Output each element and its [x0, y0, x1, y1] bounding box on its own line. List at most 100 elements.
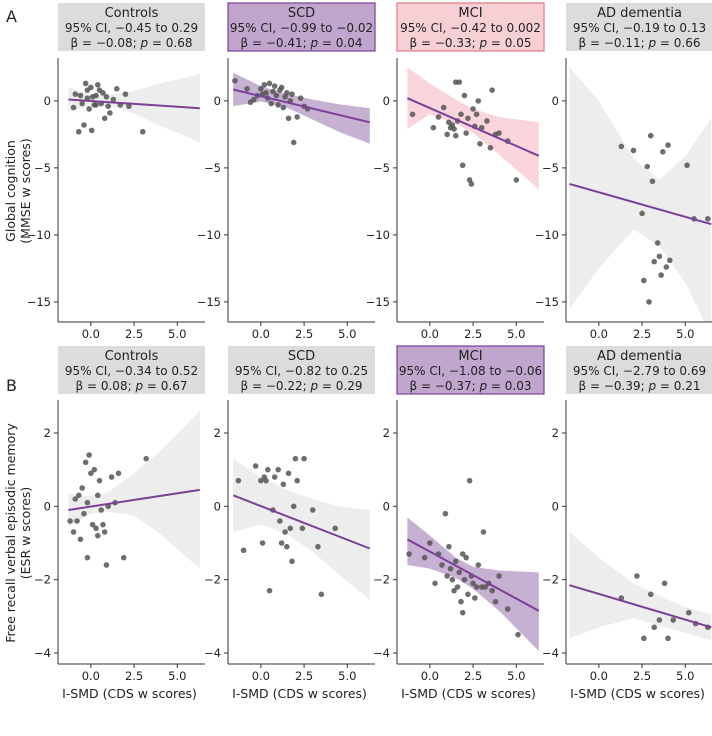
data-point-25 [484, 118, 490, 124]
data-point-17 [461, 576, 468, 583]
data-point-8 [263, 90, 269, 96]
p-value-text: = 0.05 [487, 36, 531, 50]
data-point-1 [70, 529, 77, 535]
data-point-10 [271, 474, 278, 480]
panel-title: SCD [288, 349, 315, 364]
data-point-17 [98, 507, 105, 513]
p-value-text: = 0.03 [487, 379, 531, 393]
data-point-22 [108, 474, 115, 480]
data-point-5 [77, 536, 84, 543]
data-point-22 [470, 580, 476, 587]
row-a-ylabel-line1: Global cognition [3, 140, 18, 242]
data-point-1 [72, 91, 79, 97]
confidence-band [68, 74, 200, 143]
beta-text: β = −0.11; [578, 36, 648, 50]
data-point-1 [421, 554, 428, 561]
x-axis-label: I-SMD (CDS w scores) [62, 686, 197, 701]
data-point-17 [465, 115, 471, 122]
x-tick-label: 5.0 [507, 327, 525, 341]
plot-area [68, 74, 200, 143]
data-point-4 [259, 540, 266, 546]
data-point-24 [301, 455, 307, 462]
y-tick-label: 0 [383, 94, 390, 108]
stat-text: β = −0.22; p = 0.29 [240, 379, 362, 393]
panel-title: AD dementia [597, 349, 682, 364]
data-point-4 [651, 624, 657, 631]
data-point-1 [244, 86, 250, 92]
data-point-12 [277, 518, 283, 524]
confidence-band [233, 72, 370, 144]
data-point-10 [453, 132, 459, 139]
p-value-text: = 0.67 [143, 379, 187, 393]
data-point-10 [88, 127, 95, 134]
y-tick-label: 2 [552, 426, 559, 440]
p-symbol: p [647, 36, 656, 50]
data-point-15 [94, 532, 101, 539]
strip-header [396, 2, 545, 52]
data-point-2 [252, 463, 259, 469]
beta-text: β = 0.08; [76, 379, 136, 393]
data-point-23 [472, 595, 478, 601]
data-point-7 [261, 82, 268, 88]
x-tick-label: 0.0 [421, 669, 439, 683]
y-tick-label: 0 [44, 499, 51, 513]
data-point-13 [458, 111, 464, 118]
data-point-5 [439, 562, 445, 568]
data-point-11 [658, 272, 664, 278]
data-point-12 [89, 521, 96, 528]
strip-header [396, 345, 545, 395]
data-point-2 [641, 635, 647, 642]
data-point-24 [473, 584, 480, 590]
stat-text: β = −0.11; p = 0.66 [578, 36, 700, 50]
confidence-band [569, 67, 712, 322]
data-point-1 [240, 547, 247, 554]
p-symbol: p [309, 36, 318, 50]
panel-title: MCI [458, 6, 482, 21]
plot-area [67, 411, 200, 569]
ci-text: 95% CI, −0.45 to 0.29 [65, 21, 198, 35]
data-point-1 [430, 124, 437, 131]
data-point-13 [454, 584, 461, 590]
beta-text: β = −0.37; [409, 379, 479, 393]
x-tick-label: 0.0 [421, 327, 439, 341]
data-point-30 [489, 587, 495, 594]
data-point-20 [470, 106, 476, 112]
data-point-22 [110, 96, 117, 103]
plot-area [569, 532, 712, 642]
data-point-13 [271, 83, 278, 89]
data-point-11 [451, 587, 457, 594]
data-point-17 [100, 90, 106, 96]
y-tick-label: −15 [366, 295, 390, 309]
stat-text: β = −0.41; p = 0.04 [240, 36, 362, 50]
data-point-0 [406, 551, 412, 557]
p-value-text: = 0.04 [318, 36, 362, 50]
data-point-0 [70, 104, 77, 111]
data-point-26 [315, 543, 321, 550]
data-point-15 [461, 92, 468, 99]
y-tick-label: −2 [34, 573, 51, 587]
data-point-16 [459, 551, 466, 557]
data-point-27 [318, 591, 325, 598]
data-point-8 [670, 617, 677, 623]
data-point-2 [75, 128, 82, 135]
data-point-32 [473, 111, 480, 118]
beta-text: β = −0.39; [578, 379, 648, 393]
p-symbol: p [139, 36, 148, 50]
beta-text: β = −0.08; [70, 36, 140, 50]
data-point-28 [482, 584, 489, 590]
plot-area [406, 477, 540, 652]
x-tick-label: 5.0 [168, 327, 186, 341]
data-point-15 [275, 102, 281, 108]
data-point-20 [103, 562, 110, 568]
panel-title: SCD [288, 6, 315, 21]
x-tick-label: 2.5 [633, 669, 651, 683]
data-point-14 [665, 142, 671, 148]
confidence-band [569, 532, 712, 641]
stat-text: β = −0.33; p = 0.05 [409, 36, 531, 50]
data-point-13 [93, 102, 99, 108]
